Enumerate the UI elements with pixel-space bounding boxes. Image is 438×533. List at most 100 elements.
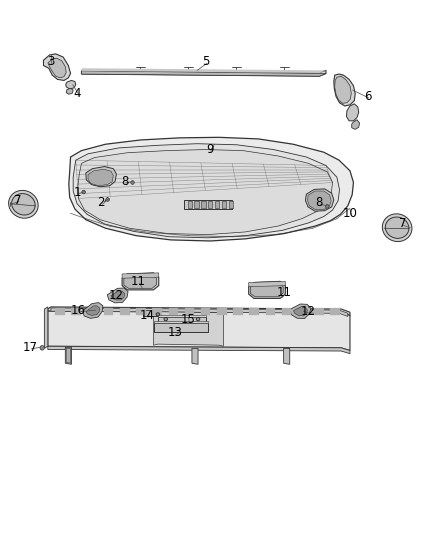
Polygon shape xyxy=(298,309,307,316)
Text: 6: 6 xyxy=(364,90,371,103)
Polygon shape xyxy=(158,317,206,322)
Text: 7: 7 xyxy=(14,193,22,207)
Polygon shape xyxy=(217,309,227,316)
Polygon shape xyxy=(82,303,103,318)
Polygon shape xyxy=(86,166,117,187)
Polygon shape xyxy=(69,138,353,241)
Polygon shape xyxy=(185,309,194,316)
Polygon shape xyxy=(330,309,340,316)
Polygon shape xyxy=(334,74,355,106)
Polygon shape xyxy=(233,309,243,316)
Ellipse shape xyxy=(164,318,167,321)
Polygon shape xyxy=(122,273,159,290)
Text: 14: 14 xyxy=(139,309,155,322)
Polygon shape xyxy=(284,349,290,365)
Text: 8: 8 xyxy=(316,196,323,209)
Polygon shape xyxy=(201,200,205,208)
Polygon shape xyxy=(48,307,350,316)
Ellipse shape xyxy=(385,217,409,238)
Polygon shape xyxy=(265,309,275,316)
Ellipse shape xyxy=(196,318,200,321)
Polygon shape xyxy=(305,189,334,211)
Ellipse shape xyxy=(82,190,85,194)
Polygon shape xyxy=(249,281,286,298)
Polygon shape xyxy=(229,200,233,208)
Polygon shape xyxy=(65,348,71,365)
Polygon shape xyxy=(122,273,159,278)
Polygon shape xyxy=(153,321,208,324)
Text: 3: 3 xyxy=(47,55,55,68)
Polygon shape xyxy=(192,349,198,365)
Text: 12: 12 xyxy=(109,289,124,302)
Polygon shape xyxy=(249,309,259,316)
Ellipse shape xyxy=(131,181,134,184)
Polygon shape xyxy=(158,315,206,317)
Polygon shape xyxy=(153,324,208,333)
Ellipse shape xyxy=(156,313,159,316)
Ellipse shape xyxy=(9,190,38,218)
Polygon shape xyxy=(307,191,331,209)
Ellipse shape xyxy=(40,345,44,350)
Text: 2: 2 xyxy=(97,196,105,209)
Polygon shape xyxy=(194,200,199,208)
Text: 16: 16 xyxy=(71,304,86,317)
Polygon shape xyxy=(215,200,219,208)
Polygon shape xyxy=(169,309,178,316)
Text: 15: 15 xyxy=(181,313,196,326)
Text: 7: 7 xyxy=(399,217,406,230)
Ellipse shape xyxy=(325,205,329,208)
Polygon shape xyxy=(335,76,351,103)
Polygon shape xyxy=(81,68,326,73)
Polygon shape xyxy=(251,284,283,297)
Polygon shape xyxy=(55,309,65,316)
Polygon shape xyxy=(120,309,130,316)
Polygon shape xyxy=(249,281,286,287)
Polygon shape xyxy=(201,309,211,316)
Polygon shape xyxy=(143,308,161,310)
Text: 9: 9 xyxy=(207,143,214,156)
Polygon shape xyxy=(66,80,76,89)
Text: 17: 17 xyxy=(23,341,38,354)
Polygon shape xyxy=(346,104,359,121)
Ellipse shape xyxy=(12,193,35,215)
Text: 4: 4 xyxy=(73,87,81,100)
Polygon shape xyxy=(48,346,350,354)
Polygon shape xyxy=(187,200,192,208)
Ellipse shape xyxy=(382,214,412,241)
Polygon shape xyxy=(184,199,232,209)
Polygon shape xyxy=(66,349,71,364)
Polygon shape xyxy=(107,288,128,303)
Polygon shape xyxy=(136,309,146,316)
Polygon shape xyxy=(43,54,71,80)
Polygon shape xyxy=(153,312,223,346)
Text: 10: 10 xyxy=(343,207,357,220)
Polygon shape xyxy=(293,306,307,316)
Polygon shape xyxy=(44,307,48,349)
Polygon shape xyxy=(124,275,156,288)
Polygon shape xyxy=(48,311,350,351)
Polygon shape xyxy=(143,310,161,317)
Polygon shape xyxy=(86,306,100,316)
Polygon shape xyxy=(81,71,326,76)
Polygon shape xyxy=(290,304,311,319)
Polygon shape xyxy=(88,309,97,316)
Text: 8: 8 xyxy=(121,175,129,188)
Polygon shape xyxy=(314,309,324,316)
Polygon shape xyxy=(152,309,162,316)
Polygon shape xyxy=(71,309,81,316)
Polygon shape xyxy=(208,200,212,208)
Text: 11: 11 xyxy=(277,286,292,298)
Polygon shape xyxy=(66,88,73,94)
Ellipse shape xyxy=(106,198,110,201)
Polygon shape xyxy=(352,120,360,130)
Polygon shape xyxy=(81,70,326,76)
Polygon shape xyxy=(51,308,348,317)
Polygon shape xyxy=(88,169,113,185)
Polygon shape xyxy=(111,291,125,300)
Text: 5: 5 xyxy=(202,55,210,68)
Polygon shape xyxy=(48,58,66,78)
Text: 13: 13 xyxy=(168,326,183,340)
Polygon shape xyxy=(73,144,339,238)
Text: 1: 1 xyxy=(73,185,81,199)
Polygon shape xyxy=(78,150,332,235)
